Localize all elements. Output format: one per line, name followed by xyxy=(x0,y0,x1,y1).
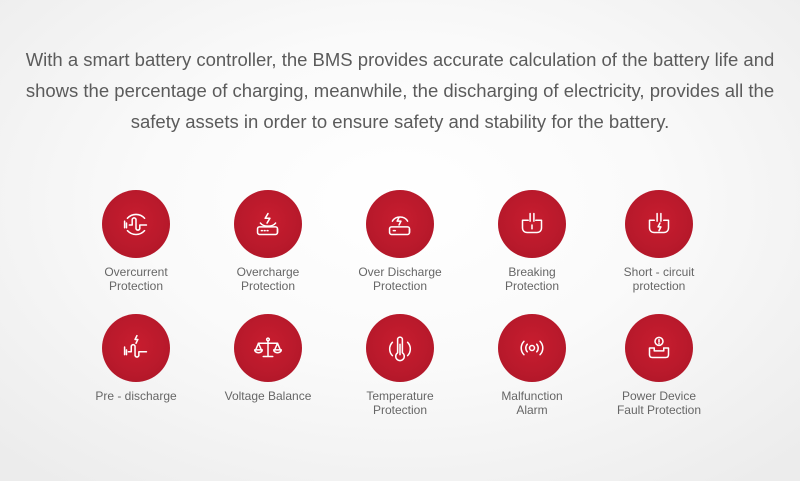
feature-badge xyxy=(625,314,693,382)
feature-badge xyxy=(234,190,302,258)
feature-badge xyxy=(234,314,302,382)
feature-badge xyxy=(366,190,434,258)
feature-over-discharge: Over Discharge Protection xyxy=(325,190,475,293)
feature-label: Overcurrent Protection xyxy=(104,265,168,293)
feature-voltage-balance: Voltage Balance xyxy=(193,314,343,403)
thermometer-icon xyxy=(388,336,412,362)
feature-breaking: Breaking Protection xyxy=(457,190,607,293)
feature-label: Power Device Fault Protection xyxy=(616,389,702,417)
feature-label: Overcharge Protection xyxy=(236,265,300,293)
short-circuit-plug-icon xyxy=(648,212,670,234)
feature-badge xyxy=(366,314,434,382)
intro-line: safety assets in order to ensure safety … xyxy=(130,111,670,132)
feature-label: Breaking Protection xyxy=(504,265,560,293)
intro-line: With a smart battery controller, the BMS… xyxy=(25,49,775,70)
current-wave-icon xyxy=(123,213,148,236)
feature-temperature: Temperature Protection xyxy=(325,314,475,417)
feature-label: Voltage Balance xyxy=(224,389,312,403)
feature-overcharge: Overcharge Protection xyxy=(193,190,343,293)
feature-short-circuit: Short - circuit protection xyxy=(584,190,734,293)
pre-discharge-icon xyxy=(123,334,148,358)
intro-line: shows the percentage of charging, meanwh… xyxy=(25,80,775,101)
feature-label: Over Discharge Protection xyxy=(358,265,442,293)
feature-badge xyxy=(102,190,170,258)
balance-scale-icon xyxy=(253,337,283,358)
feature-overcurrent: Overcurrent Protection xyxy=(61,190,211,293)
alarm-signal-icon xyxy=(520,340,544,356)
power-device-icon xyxy=(648,336,670,359)
feature-label: Pre - discharge xyxy=(95,389,177,403)
feature-label: Temperature Protection xyxy=(366,389,434,417)
feature-malfunction-alarm: Malfunction Alarm xyxy=(457,314,607,417)
feature-badge xyxy=(498,314,566,382)
feature-pre-discharge: Pre - discharge xyxy=(61,314,211,403)
feature-label: Malfunction Alarm xyxy=(501,389,563,417)
feature-power-device-fault: Power Device Fault Protection xyxy=(584,314,734,417)
battery-discharge-icon xyxy=(388,216,411,236)
feature-badge xyxy=(498,190,566,258)
battery-charge-icon xyxy=(256,212,279,236)
feature-label: Short - circuit protection xyxy=(623,265,695,293)
breaking-plug-icon xyxy=(521,212,543,234)
intro-text: With a smart battery controller, the BMS… xyxy=(0,44,800,137)
feature-badge xyxy=(102,314,170,382)
feature-badge xyxy=(625,190,693,258)
